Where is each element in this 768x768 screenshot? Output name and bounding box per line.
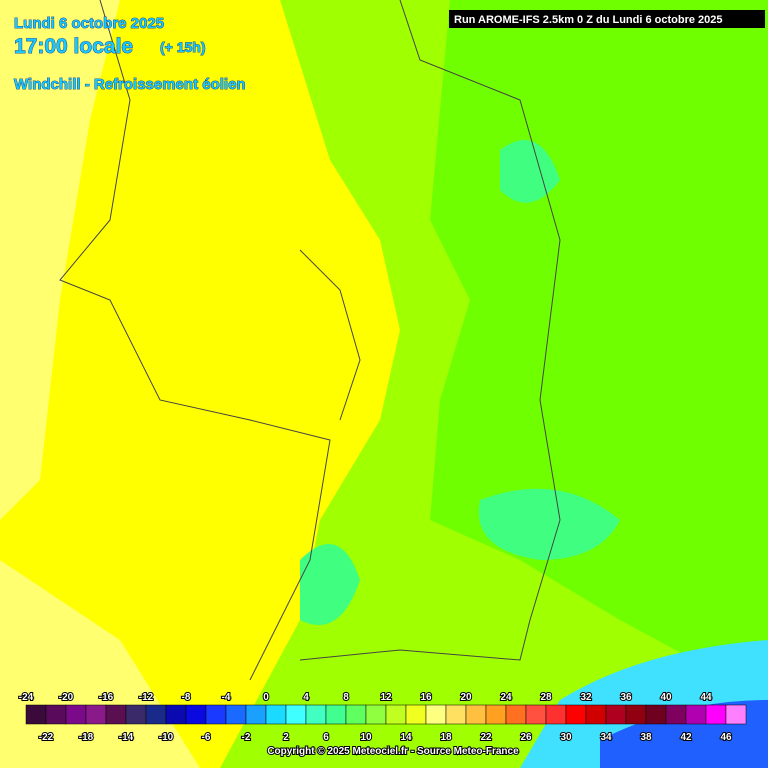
legend-label: 20 <box>460 692 472 703</box>
legend-label: 6 <box>323 732 329 743</box>
legend-label: 44 <box>700 692 712 703</box>
legend-swatch <box>285 704 307 725</box>
legend-swatch <box>45 704 67 725</box>
legend-label: 28 <box>540 692 552 703</box>
legend-swatch <box>465 704 487 725</box>
legend-label: -2 <box>242 732 251 743</box>
copyright: Copyright © 2025 Meteociel.fr - Source M… <box>267 746 519 757</box>
legend-swatch <box>485 704 507 725</box>
legend-swatch <box>105 704 127 725</box>
offset: (+ 15h) <box>160 39 206 55</box>
legend-swatch <box>505 704 527 725</box>
run-box <box>449 10 765 28</box>
legend-swatch <box>565 704 587 725</box>
legend-label: 18 <box>440 732 452 743</box>
legend-label: 2 <box>283 732 289 743</box>
legend-swatch <box>625 704 647 725</box>
legend-label: -14 <box>119 732 134 743</box>
legend-label: -4 <box>222 692 231 703</box>
legend-swatch <box>85 704 107 725</box>
legend-swatch <box>185 704 207 725</box>
legend-swatch <box>605 704 627 725</box>
legend-swatch <box>125 704 147 725</box>
legend-swatch <box>385 704 407 725</box>
legend-label: -8 <box>182 692 191 703</box>
legend-label: -22 <box>39 732 54 743</box>
legend-swatch <box>265 704 287 725</box>
parameter: Windchill - Refroissement éolien <box>14 76 246 93</box>
time: 17:00 locale <box>14 35 133 58</box>
legend-swatch <box>325 704 347 725</box>
legend-label: 42 <box>680 732 692 743</box>
legend-swatch <box>405 704 427 725</box>
legend-label: -10 <box>159 732 174 743</box>
region <box>300 140 620 625</box>
legend-label: -24 <box>19 692 34 703</box>
legend-swatch <box>305 704 327 725</box>
legend-label: 46 <box>720 732 732 743</box>
legend-label: -16 <box>99 692 114 703</box>
legend-label: 8 <box>343 692 349 703</box>
legend-swatch <box>645 704 667 725</box>
legend-swatch <box>65 704 87 725</box>
legend-label: 26 <box>520 732 532 743</box>
legend-label: -18 <box>79 732 94 743</box>
legend-swatch <box>725 704 747 725</box>
legend-label: 32 <box>580 692 592 703</box>
legend-label: 22 <box>480 732 492 743</box>
legend-label: 4 <box>303 692 309 703</box>
legend-label: 36 <box>620 692 632 703</box>
legend: -24-22-20-18-16-14-12-10-8-6-4-202468101… <box>18 691 747 744</box>
legend-swatch <box>165 704 187 725</box>
legend-label: 38 <box>640 732 652 743</box>
region <box>0 0 200 768</box>
legend-label: 14 <box>400 732 412 743</box>
legend-swatch <box>425 704 447 725</box>
legend-swatch <box>705 704 727 725</box>
legend-swatch <box>685 704 707 725</box>
legend-swatch <box>545 704 567 725</box>
legend-label: 24 <box>500 692 512 703</box>
legend-label: 40 <box>660 692 672 703</box>
legend-swatch <box>205 704 227 725</box>
legend-swatch <box>145 704 167 725</box>
border <box>59 0 561 681</box>
legend-swatch <box>665 704 687 725</box>
legend-swatch <box>25 704 47 725</box>
legend-swatch <box>445 704 467 725</box>
legend-label: 16 <box>420 692 432 703</box>
legend-swatch <box>365 704 387 725</box>
date: Lundi 6 octobre 2025 <box>14 15 164 32</box>
legend-label: 30 <box>560 732 572 743</box>
legend-swatch <box>585 704 607 725</box>
legend-swatch <box>225 704 247 725</box>
legend-label: -20 <box>59 692 74 703</box>
legend-label: 10 <box>360 732 372 743</box>
legend-swatch <box>345 704 367 725</box>
legend-swatch <box>245 704 267 725</box>
legend-label: -12 <box>139 692 154 703</box>
run-info: Run AROME-IFS 2.5km 0 Z du Lundi 6 octob… <box>454 14 723 26</box>
legend-label: 12 <box>380 692 392 703</box>
legend-label: -6 <box>202 732 211 743</box>
legend-label: 0 <box>263 692 269 703</box>
legend-swatch <box>525 704 547 725</box>
legend-label: 34 <box>600 732 612 743</box>
